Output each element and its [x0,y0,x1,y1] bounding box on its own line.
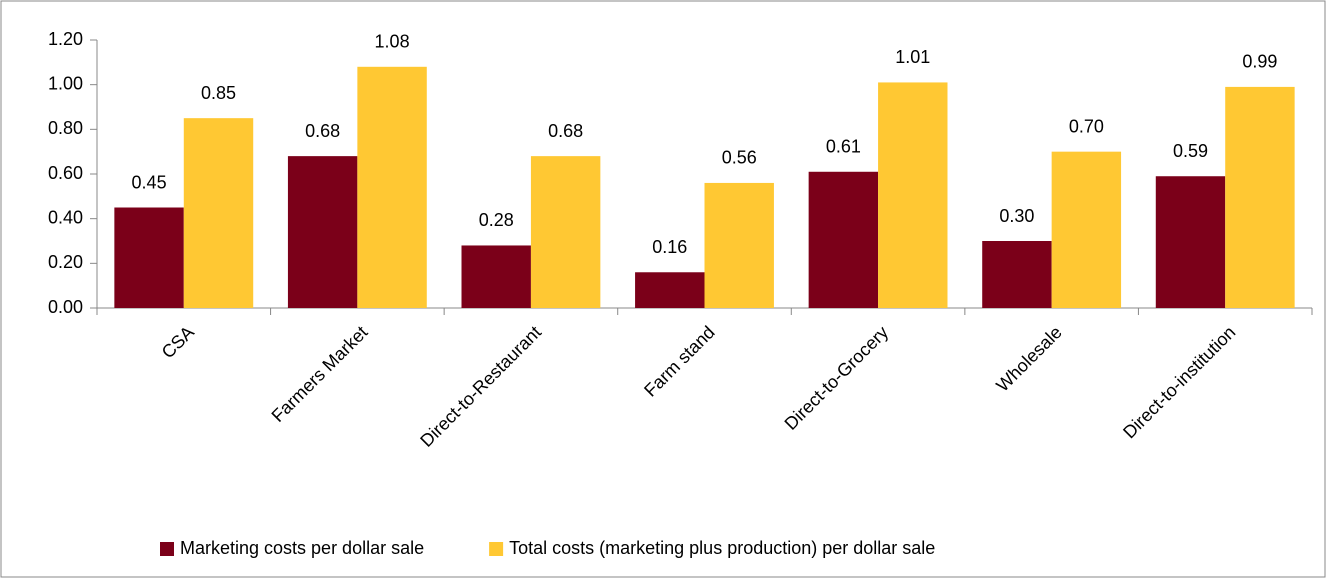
legend-swatch [489,542,504,556]
bar [808,171,879,308]
bar [114,207,184,308]
value-label: 0.28 [479,210,514,230]
bar [1051,151,1122,308]
value-label: 0.45 [132,172,167,192]
bar [704,182,774,308]
value-label: 0.61 [826,137,861,157]
y-tick-label: 0.20 [48,252,83,272]
y-tick-label: 0.00 [48,297,83,317]
value-label: 0.68 [305,121,340,141]
value-label: 0.59 [1173,141,1208,161]
legend-label: Marketing costs per dollar sale [180,538,424,558]
bar [635,272,705,308]
value-label: 0.70 [1069,116,1104,136]
y-tick-label: 1.00 [48,73,83,93]
legend-label: Total costs (marketing plus production) … [509,538,935,558]
value-label: 0.68 [548,121,583,141]
bar [461,245,531,308]
value-label: 1.01 [895,47,930,67]
bar [878,82,948,308]
y-tick-label: 0.40 [48,207,83,227]
value-label: 0.56 [722,148,757,168]
bar [1155,176,1226,308]
value-label: 1.08 [375,32,410,52]
bar [982,241,1052,308]
bar [530,156,601,308]
y-tick-label: 0.80 [48,118,83,138]
legend-swatch [160,542,174,556]
value-label: 0.16 [652,237,687,257]
value-label: 0.30 [999,206,1034,226]
bar [183,118,254,309]
bar [357,66,427,308]
value-label: 0.85 [201,83,236,103]
y-tick-label: 1.20 [48,29,83,49]
bar [287,156,358,308]
value-label: 0.99 [1242,52,1277,72]
y-tick-label: 0.60 [48,163,83,183]
bar [1225,86,1295,309]
